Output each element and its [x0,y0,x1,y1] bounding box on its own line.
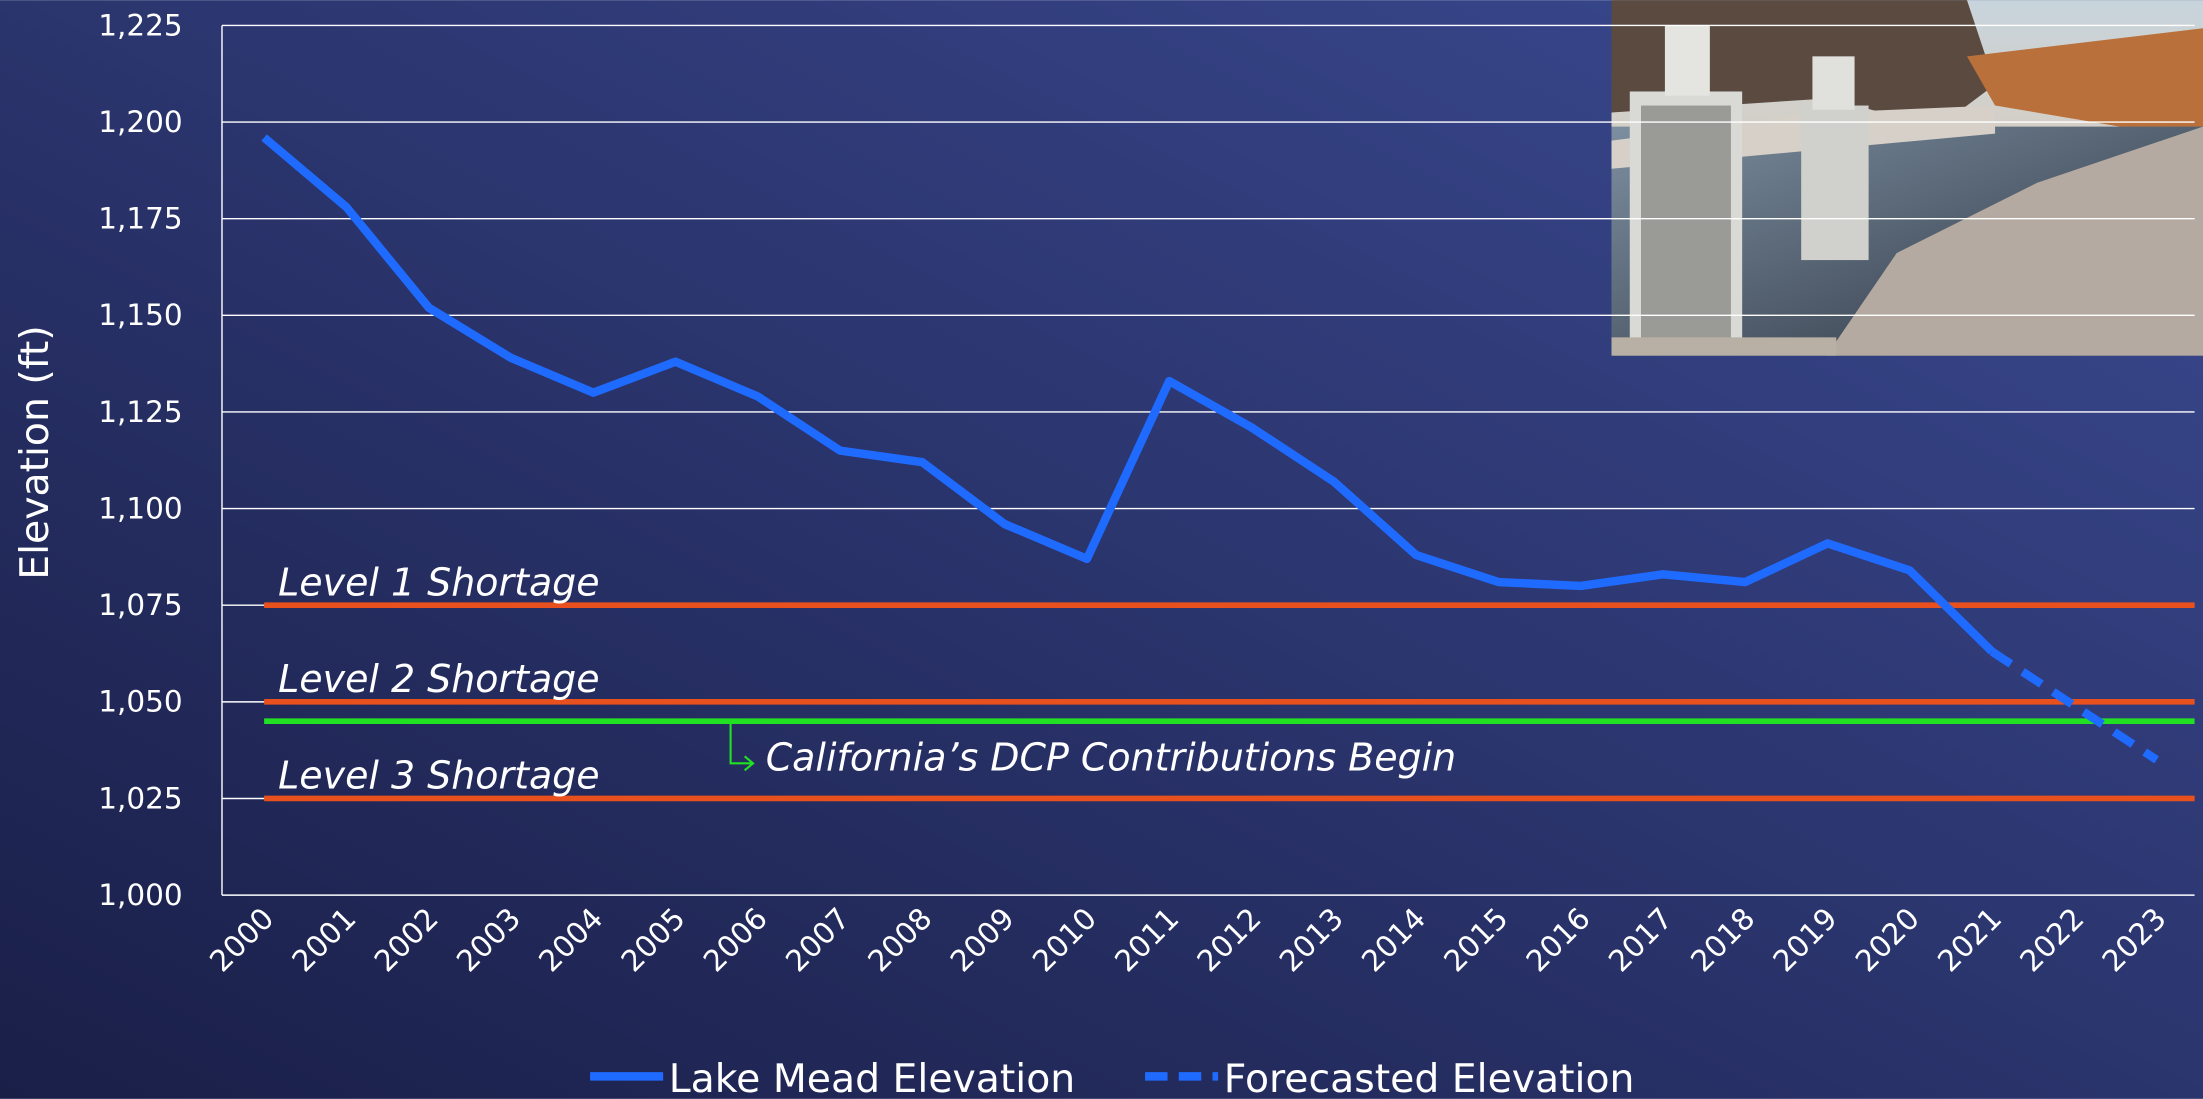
y-tick-label: 1,050 [98,685,182,719]
y-tick-label: 1,200 [98,105,182,139]
y-tick-label: 1,150 [98,298,182,332]
reference-label: Level 3 Shortage [278,754,599,798]
y-tick-label: 1,075 [98,588,182,622]
y-tick-label: 1,125 [98,395,182,429]
y-tick-label: 1,100 [98,491,182,525]
y-axis-title: Elevation (ft) [12,325,58,579]
y-tick-label: 1,175 [98,202,182,236]
y-tick-label: 1,025 [98,781,182,815]
data-line [1989,648,2159,764]
reference-label: Level 1 Shortage [278,560,599,604]
y-tick-label: 1,000 [98,878,182,912]
annotation-arrow [729,723,755,772]
legend-label: Forecasted Elevation [1224,1056,1635,1099]
y-tick-label: 1,225 [98,8,182,42]
data-line [261,134,1996,655]
reference-label: California’s DCP Contributions Begin [766,735,1456,779]
legend-label: Lake Mead Elevation [669,1056,1075,1099]
photo [1611,0,2203,356]
reference-label: Level 2 Shortage [278,657,599,701]
